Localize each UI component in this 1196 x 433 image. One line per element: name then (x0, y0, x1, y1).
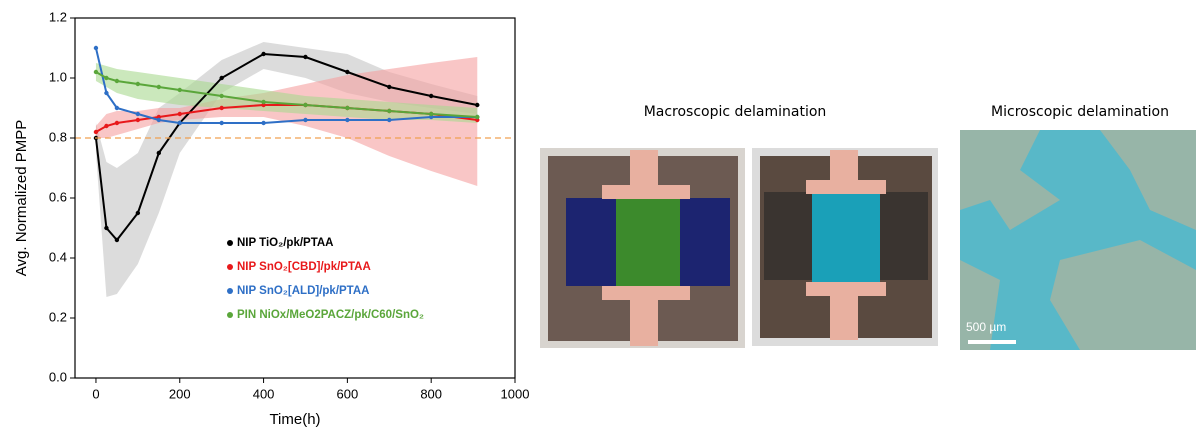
point (135, 111, 141, 117)
macro-label: Macroscopic delamination (644, 104, 827, 120)
x-tick-label: 600 (337, 386, 359, 401)
point (387, 117, 392, 123)
point (345, 105, 350, 111)
y-tick-label: 0.4 (49, 249, 67, 264)
y-tick-label: 0.8 (49, 129, 67, 144)
legend-marker (227, 312, 233, 318)
point (303, 117, 308, 123)
point (177, 111, 182, 117)
point (428, 93, 434, 99)
point (345, 69, 350, 75)
y-tick-label: 1.0 (49, 69, 67, 84)
plot (93, 42, 480, 297)
point (135, 81, 141, 87)
point (219, 75, 224, 81)
x-tick-label: 200 (169, 386, 191, 401)
point (219, 105, 224, 111)
point (104, 90, 109, 96)
point (156, 150, 162, 156)
point (114, 78, 120, 84)
point (177, 120, 182, 126)
point (261, 99, 266, 105)
y-axis-label: Avg. Normalized PMPP (13, 120, 30, 276)
scale-bar-label: 500 µm (966, 320, 1006, 334)
micrograph: 500 µm (960, 130, 1196, 350)
point (135, 117, 141, 123)
y-tick-label: 0.2 (49, 309, 67, 324)
point (303, 102, 308, 108)
legend-marker (227, 264, 233, 270)
legend-marker (227, 288, 233, 294)
band (95, 63, 478, 123)
y-tick-label: 0.6 (49, 189, 67, 204)
point (261, 120, 266, 126)
point (219, 120, 224, 126)
legend-label: NIP TiO₂/pk/PTAA (237, 237, 334, 249)
cell-photo-1 (540, 148, 745, 348)
x-axis-label: Time(h) (269, 411, 320, 428)
point (135, 210, 141, 216)
point (177, 87, 182, 93)
point (104, 75, 109, 81)
point (475, 102, 480, 108)
cell-photo-2 (752, 148, 938, 346)
point (387, 84, 392, 90)
y-tick-label: 1.2 (49, 9, 67, 24)
point (219, 93, 224, 99)
micro-label: Microscopic delamination (991, 104, 1169, 120)
point (114, 120, 120, 126)
point (156, 84, 162, 90)
point (261, 51, 266, 57)
x-tick-label: 0 (92, 386, 99, 401)
point (114, 237, 120, 243)
point (104, 123, 109, 129)
point (104, 225, 109, 231)
legend-label: PIN NiOx/MeO2PACZ/pk/C60/SnO₂ (237, 309, 424, 321)
point (303, 54, 308, 60)
point (93, 45, 99, 51)
point (387, 108, 392, 114)
x-tick-label: 1000 (501, 386, 530, 401)
point (156, 117, 162, 123)
point (428, 111, 434, 117)
x-tick-label: 400 (253, 386, 275, 401)
legend-marker (227, 240, 233, 246)
y-tick-label: 0.0 (49, 369, 67, 384)
legend-label: NIP SnO₂[ALD]/pk/PTAA (237, 285, 369, 297)
x-tick-label: 800 (420, 386, 442, 401)
point (93, 129, 99, 135)
point (345, 117, 350, 123)
point (114, 105, 120, 111)
point (93, 69, 99, 75)
point (475, 114, 480, 120)
legend-label: NIP SnO₂[CBD]/pk/PTAA (237, 261, 371, 273)
